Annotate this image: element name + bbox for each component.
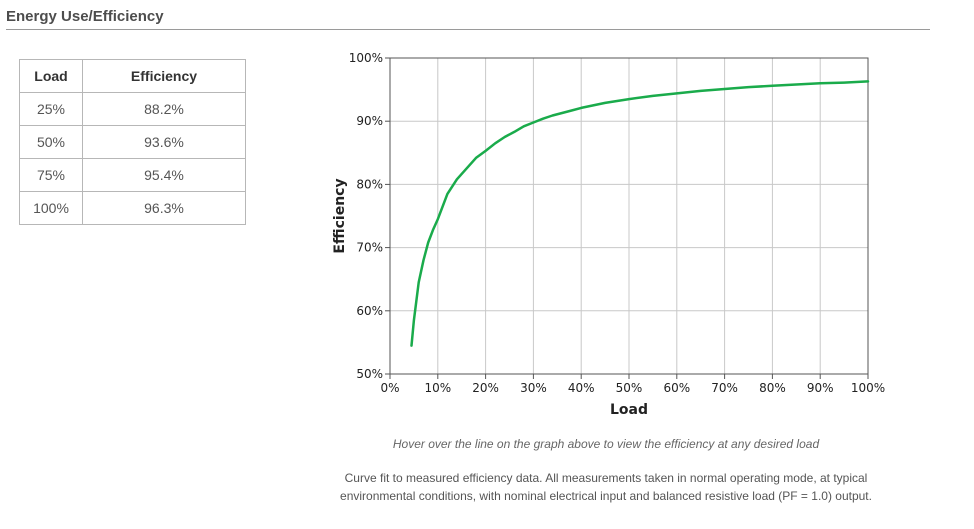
- x-tick-label: 10%: [424, 381, 451, 395]
- header-efficiency: Efficiency: [82, 59, 246, 93]
- load-cell: 50%: [19, 125, 83, 159]
- x-tick-label: 50%: [616, 381, 643, 395]
- x-tick-label: 0%: [380, 381, 399, 395]
- load-cell: 25%: [19, 92, 83, 126]
- load-cell: 75%: [19, 158, 83, 192]
- x-tick-label: 60%: [663, 381, 690, 395]
- table-header-row: Load Efficiency: [19, 59, 246, 93]
- x-tick-label: 20%: [472, 381, 499, 395]
- table-row: 25% 88.2%: [19, 92, 246, 126]
- header-load: Load: [19, 59, 83, 93]
- table-row: 50% 93.6%: [19, 125, 246, 159]
- x-tick-label: 70%: [711, 381, 738, 395]
- x-tick-label: 30%: [520, 381, 547, 395]
- hover-instruction: Hover over the line on the graph above t…: [392, 437, 820, 451]
- title-divider: [6, 29, 930, 30]
- measurement-footnote: Curve fit to measured efficiency data. A…: [340, 471, 872, 503]
- efficiency-cell: 96.3%: [82, 191, 246, 225]
- section-title: Energy Use/Efficiency: [6, 8, 164, 25]
- efficiency-table: Load Efficiency 25% 88.2% 50% 93.6% 75% …: [19, 59, 246, 225]
- x-tick-label: 40%: [568, 381, 595, 395]
- x-axis-title: Load: [610, 402, 648, 418]
- table-row: 100% 96.3%: [19, 191, 246, 225]
- table-row: 75% 95.4%: [19, 158, 246, 192]
- y-tick-label: 80%: [356, 177, 383, 191]
- efficiency-cell: 88.2%: [82, 92, 246, 126]
- efficiency-chart[interactable]: 0% 10% 20% 30% 40% 50% 60% 70% 80% 90% 100% 50% 60% 7…: [322, 44, 902, 424]
- y-tick-label: 90%: [356, 114, 383, 128]
- efficiency-curve: [410, 80, 870, 347]
- x-tick-label: 90%: [807, 381, 834, 395]
- load-cell: 100%: [19, 191, 83, 225]
- y-tick-label: 50%: [356, 367, 383, 381]
- x-tick-label: 100%: [851, 381, 885, 395]
- y-axis-title: Efficiency: [332, 178, 348, 253]
- y-tick-label: 100%: [349, 51, 383, 65]
- efficiency-cell: 93.6%: [82, 125, 246, 159]
- efficiency-cell: 95.4%: [82, 158, 246, 192]
- y-tick-label: 60%: [356, 304, 383, 318]
- x-tick-label: 80%: [759, 381, 786, 395]
- y-tick-label: 70%: [356, 241, 383, 255]
